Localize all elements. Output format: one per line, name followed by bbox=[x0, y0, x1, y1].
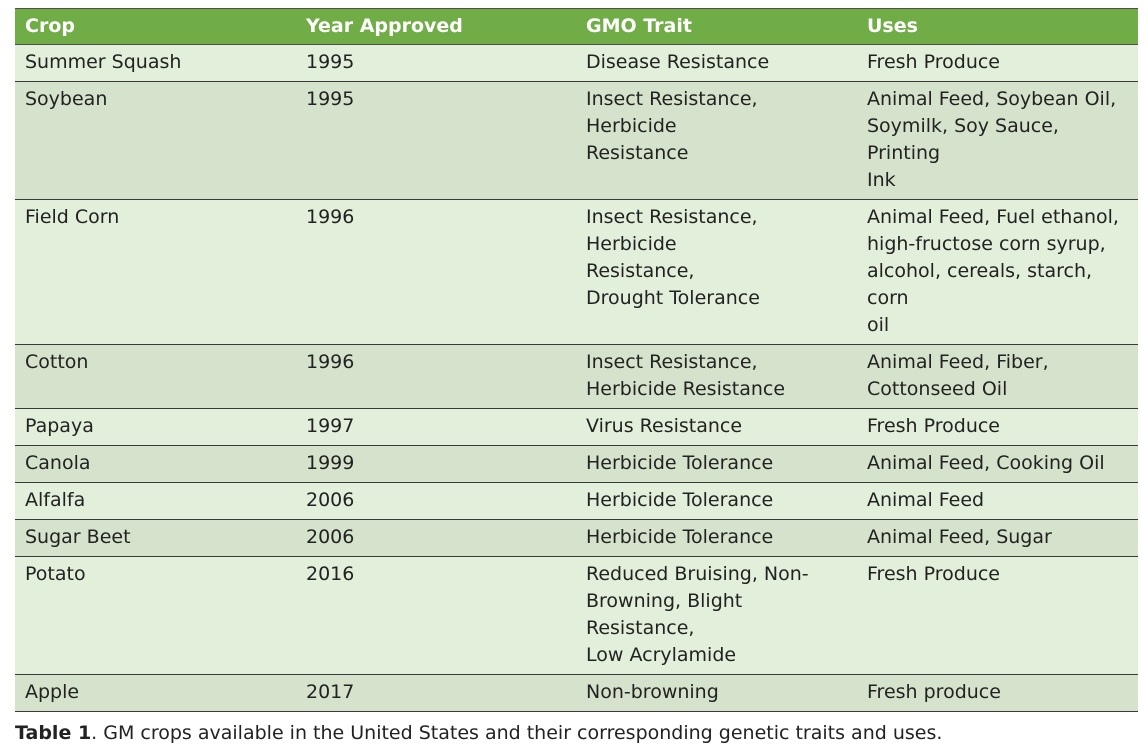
header-uses: Uses bbox=[857, 8, 1138, 45]
cell-crop: Field Corn bbox=[15, 199, 296, 345]
table-row: Sugar Beet 2006 Herbicide Tolerance Anim… bbox=[15, 519, 1138, 557]
cell-trait: Herbicide Tolerance bbox=[576, 519, 857, 557]
cell-trait: Virus Resistance bbox=[576, 408, 857, 446]
cell-trait: Insect Resistance, Herbicide Resistance bbox=[576, 81, 857, 200]
cell-trait: Insect Resistance, Herbicide Resistance bbox=[576, 344, 857, 409]
table-row: Papaya 1997 Virus Resistance Fresh Produ… bbox=[15, 408, 1138, 446]
cell-uses: Animal Feed, Sugar bbox=[857, 519, 1138, 557]
table-header-row: Crop Year Approved GMO Trait Uses bbox=[15, 8, 1138, 45]
table-row: Summer Squash 1995 Disease Resistance Fr… bbox=[15, 44, 1138, 82]
document: Crop Year Approved GMO Trait Uses Summer… bbox=[15, 8, 1138, 745]
caption-text: . GM crops available in the United State… bbox=[91, 722, 943, 744]
cell-crop: Papaya bbox=[15, 408, 296, 446]
cell-crop: Apple bbox=[15, 674, 296, 712]
cell-uses: Animal Feed, Cooking Oil bbox=[857, 445, 1138, 483]
caption-label: Table 1 bbox=[15, 722, 92, 744]
cell-year: 1996 bbox=[296, 199, 576, 345]
table-row: Field Corn 1996 Insect Resistance, Herbi… bbox=[15, 199, 1138, 345]
table-row: Potato 2016 Reduced Bruising, Non- Brown… bbox=[15, 556, 1138, 675]
cell-year: 1997 bbox=[296, 408, 576, 446]
table-row: Soybean 1995 Insect Resistance, Herbicid… bbox=[15, 81, 1138, 200]
cell-trait: Non-browning bbox=[576, 674, 857, 712]
cell-year: 1996 bbox=[296, 344, 576, 409]
cell-crop: Potato bbox=[15, 556, 296, 675]
table-row: Apple 2017 Non-browning Fresh produce bbox=[15, 674, 1138, 712]
cell-trait: Insect Resistance, Herbicide Resistance,… bbox=[576, 199, 857, 345]
table-row: Alfalfa 2006 Herbicide Tolerance Animal … bbox=[15, 482, 1138, 520]
cell-trait: Reduced Bruising, Non- Browning, Blight … bbox=[576, 556, 857, 675]
header-crop: Crop bbox=[15, 8, 296, 45]
cell-uses: Animal Feed, Fiber, Cottonseed Oil bbox=[857, 344, 1138, 409]
cell-uses: Animal Feed, Fuel ethanol, high-fructose… bbox=[857, 199, 1138, 345]
cell-crop: Alfalfa bbox=[15, 482, 296, 520]
cell-crop: Summer Squash bbox=[15, 44, 296, 82]
cell-uses: Animal Feed, Soybean Oil, Soymilk, Soy S… bbox=[857, 81, 1138, 200]
gm-crops-table: Crop Year Approved GMO Trait Uses Summer… bbox=[15, 8, 1138, 712]
cell-crop: Soybean bbox=[15, 81, 296, 200]
cell-year: 2017 bbox=[296, 674, 576, 712]
cell-trait: Disease Resistance bbox=[576, 44, 857, 82]
cell-year: 2006 bbox=[296, 482, 576, 520]
table-caption: Table 1. GM crops available in the Unite… bbox=[15, 721, 1138, 745]
cell-uses: Fresh produce bbox=[857, 674, 1138, 712]
cell-trait: Herbicide Tolerance bbox=[576, 482, 857, 520]
cell-trait: Herbicide Tolerance bbox=[576, 445, 857, 483]
cell-year: 2016 bbox=[296, 556, 576, 675]
table-row: Cotton 1996 Insect Resistance, Herbicide… bbox=[15, 344, 1138, 409]
cell-crop: Canola bbox=[15, 445, 296, 483]
cell-uses: Fresh Produce bbox=[857, 408, 1138, 446]
cell-uses: Fresh Produce bbox=[857, 556, 1138, 675]
cell-uses: Fresh Produce bbox=[857, 44, 1138, 82]
cell-crop: Cotton bbox=[15, 344, 296, 409]
header-gmo-trait: GMO Trait bbox=[576, 8, 857, 45]
header-year-approved: Year Approved bbox=[296, 8, 576, 45]
cell-uses: Animal Feed bbox=[857, 482, 1138, 520]
cell-year: 1995 bbox=[296, 44, 576, 82]
cell-year: 1999 bbox=[296, 445, 576, 483]
cell-year: 1995 bbox=[296, 81, 576, 200]
cell-year: 2006 bbox=[296, 519, 576, 557]
table-row: Canola 1999 Herbicide Tolerance Animal F… bbox=[15, 445, 1138, 483]
cell-crop: Sugar Beet bbox=[15, 519, 296, 557]
